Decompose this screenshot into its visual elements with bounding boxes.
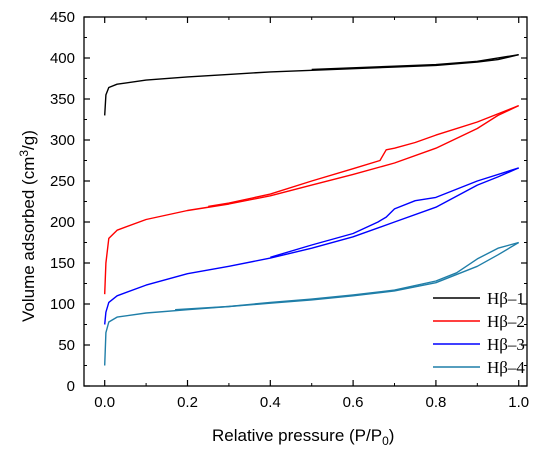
y-tick-label: 0 bbox=[67, 378, 75, 395]
x-axis-title-end: ) bbox=[389, 426, 395, 445]
x-tick-label: 0.0 bbox=[94, 394, 115, 411]
x-tick-label: 1.0 bbox=[508, 394, 529, 411]
legend: Hβ–1 Hβ–2 Hβ–3 Hβ–4 bbox=[433, 289, 525, 377]
series-2 bbox=[104, 104, 519, 295]
x-tick-labels: 0.0 0.2 0.4 0.6 0.8 1.0 bbox=[94, 394, 529, 411]
x-tick-label: 0.6 bbox=[343, 394, 364, 411]
series-1-desorption-line bbox=[311, 54, 519, 71]
series-4-desorption-line bbox=[175, 241, 519, 311]
legend-label: Hβ–4 bbox=[487, 358, 525, 377]
y-tick-label: 100 bbox=[50, 296, 75, 313]
series-2-adsorption-line bbox=[104, 104, 519, 295]
y-tick-label: 350 bbox=[50, 91, 75, 108]
x-tick-label: 0.2 bbox=[177, 394, 198, 411]
y-tick-label: 450 bbox=[50, 9, 75, 26]
series-2-desorption-line bbox=[208, 104, 519, 208]
y-axis-title-superscript: 3 bbox=[17, 150, 31, 157]
y-tick-label: 400 bbox=[50, 50, 75, 67]
y-tick-label: 250 bbox=[50, 173, 75, 190]
series-3-desorption-line bbox=[270, 167, 519, 258]
y-tick-label: 200 bbox=[50, 214, 75, 231]
legend-label: Hβ–2 bbox=[487, 312, 525, 331]
y-tick-label: 300 bbox=[50, 132, 75, 149]
series-3-adsorption-line bbox=[104, 167, 519, 325]
series-lines bbox=[104, 54, 520, 366]
series-3 bbox=[104, 167, 519, 325]
y-axis-title-end: /g) bbox=[19, 130, 38, 150]
legend-label: Hβ–3 bbox=[487, 335, 525, 354]
axis-ticks bbox=[84, 16, 527, 387]
legend-label: Hβ–1 bbox=[487, 289, 525, 308]
series-4 bbox=[104, 241, 520, 366]
y-tick-label: 150 bbox=[50, 255, 75, 272]
x-tick-label: 0.8 bbox=[425, 394, 446, 411]
x-axis-title: Relative pressure (P/P0) bbox=[212, 426, 394, 448]
y-tick-labels: 0 50 100 150 200 250 300 350 400 450 bbox=[50, 9, 75, 395]
plot-frame bbox=[83, 16, 528, 387]
x-tick-label: 0.4 bbox=[260, 394, 281, 411]
series-4-adsorption-line bbox=[104, 241, 520, 366]
y-axis-title-main: Volume adsorbed (cm bbox=[19, 157, 38, 322]
series-1 bbox=[104, 54, 519, 116]
series-1-adsorption-line bbox=[104, 54, 519, 116]
y-tick-label: 50 bbox=[58, 337, 75, 354]
x-axis-title-subscript: 0 bbox=[382, 434, 389, 448]
x-axis-title-main: Relative pressure (P/P bbox=[212, 426, 382, 445]
y-axis-title: Volume adsorbed (cm3/g) bbox=[17, 130, 38, 322]
